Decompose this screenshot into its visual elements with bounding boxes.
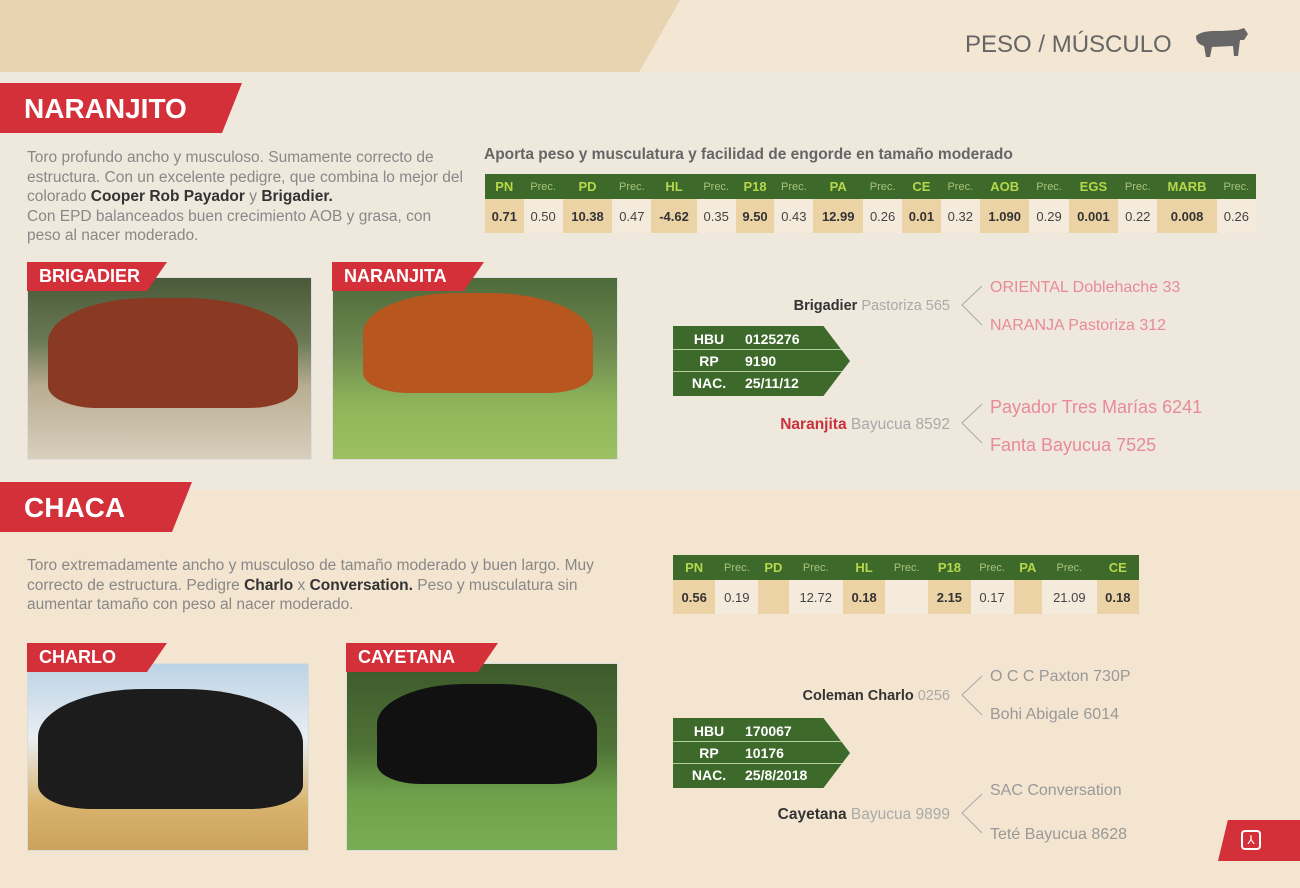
epd-header: HL xyxy=(651,174,697,199)
bull-icon xyxy=(1196,28,1248,57)
sire-chaca: Coleman Charlo 0256 xyxy=(802,688,950,704)
epd-value: 0.32 xyxy=(940,199,980,233)
logo-icon: ⅄ xyxy=(1241,830,1261,850)
epd-value: 0.008 xyxy=(1157,199,1217,233)
id-box-chaca: HBU 170067 RP 10176 NAC. 25/8/2018 xyxy=(673,718,850,788)
grandsire-dam: SAC Conversation xyxy=(990,782,1122,799)
epd-header: Prec. xyxy=(1118,174,1158,199)
epd-value: 0.35 xyxy=(696,199,736,233)
epd-header: Prec. xyxy=(612,174,652,199)
epd-header: Prec. xyxy=(940,174,980,199)
epd-header: PA xyxy=(813,174,864,199)
description-naranjito: Toro profundo ancho y musculoso. Sumamen… xyxy=(27,149,463,244)
epd-value: 0.29 xyxy=(1029,199,1069,233)
epd-value: 0.43 xyxy=(774,199,814,233)
epd-value: 0.17 xyxy=(970,580,1014,614)
epd-value: 0.71 xyxy=(485,199,524,233)
pedigree-bracket xyxy=(961,403,983,444)
epd-header: Prec. xyxy=(885,555,929,580)
epd-value: 0.19 xyxy=(715,580,759,614)
epd-header: P18 xyxy=(928,555,971,580)
pedigree-bracket xyxy=(961,285,983,326)
epd-header: Prec. xyxy=(970,555,1014,580)
epd-value: 0.56 xyxy=(673,580,716,614)
header-accent xyxy=(0,0,680,72)
photo-brigadier xyxy=(27,277,312,460)
epd-header: PN xyxy=(485,174,524,199)
granddam-dam: Teté Bayucua 8628 xyxy=(990,826,1127,843)
dam-naranjito: Naranjita Bayucua 8592 xyxy=(780,416,950,433)
epd-header: Prec. xyxy=(1216,174,1256,199)
bull-name-chaca: CHACA xyxy=(0,482,192,532)
label-charlo: CHARLO xyxy=(27,643,167,672)
epd-header: PN xyxy=(673,555,716,580)
epd-value xyxy=(1013,580,1043,614)
epd-value: 10.38 xyxy=(562,199,613,233)
grandsire: O C C Paxton 730P xyxy=(990,668,1131,685)
description-chaca: Toro extremadamente ancho y musculoso de… xyxy=(27,557,594,613)
epd-value: -4.62 xyxy=(651,199,697,233)
granddam: NARANJA Pastoriza 312 xyxy=(990,317,1167,334)
epd-header: P18 xyxy=(735,174,775,199)
epd-header: MARB xyxy=(1157,174,1217,199)
epd-header: CE xyxy=(1096,555,1139,580)
epd-value: 2.15 xyxy=(928,580,971,614)
epd-value: 0.22 xyxy=(1118,199,1158,233)
grandsire-dam: Payador Tres Marías 6241 xyxy=(990,397,1203,417)
epd-value: 12.72 xyxy=(788,580,843,614)
epd-value: 9.50 xyxy=(735,199,775,233)
epd-header: PA xyxy=(1013,555,1043,580)
epd-header: AOB xyxy=(979,174,1030,199)
epd-table-chaca: PN Prec. PD Prec. HL Prec. P18 Prec. PA Prec. CE 0.… xyxy=(673,555,1139,614)
epd-value xyxy=(758,580,789,614)
epd-header: Prec. xyxy=(696,174,736,199)
grandsire: ORIENTAL Doblehache 33 xyxy=(990,279,1181,296)
epd-header: Prec. xyxy=(523,174,563,199)
sire-naranjito: Brigadier Pastoriza 565 xyxy=(793,298,950,314)
pedigree-bracket xyxy=(961,793,983,834)
epd-value: 0.50 xyxy=(523,199,563,233)
epd-value: 0.47 xyxy=(612,199,652,233)
photo-naranjita xyxy=(332,277,618,460)
photo-charlo xyxy=(27,663,309,851)
epd-header: Prec. xyxy=(774,174,814,199)
epd-value: 0.01 xyxy=(902,199,941,233)
id-box-naranjito: HBU 0125276 RP 9190 NAC. 25/11/12 xyxy=(673,326,850,396)
photo-cayetana xyxy=(346,663,618,851)
epd-header: Prec. xyxy=(863,174,903,199)
pedigree-bracket xyxy=(961,675,983,716)
epd-header: Prec. xyxy=(715,555,759,580)
label-naranjita: NARANJITA xyxy=(332,262,484,291)
section-title: PESO / MÚSCULO xyxy=(965,31,1172,58)
epd-header: CE xyxy=(902,174,941,199)
epd-value: 0.18 xyxy=(1096,580,1139,614)
epd-value: 0.001 xyxy=(1068,199,1119,233)
epd-header: Prec. xyxy=(1029,174,1069,199)
granddam: Bohi Abigale 6014 xyxy=(990,706,1119,723)
epd-value: 21.09 xyxy=(1042,580,1097,614)
epd-header: EGS xyxy=(1068,174,1119,199)
epd-table-naranjito: PN Prec. PD Prec. HL Prec. P18 Prec. PA Prec. CE Pr… xyxy=(485,174,1256,233)
dam-chaca: Cayetana Bayucua 9899 xyxy=(777,806,950,823)
bull-name-naranjito: NARANJITO xyxy=(0,83,242,133)
epd-header: HL xyxy=(842,555,886,580)
epd-value: 0.26 xyxy=(1216,199,1256,233)
epd-value: 1.090 xyxy=(979,199,1030,233)
logo-button[interactable]: ⅄ xyxy=(1218,820,1300,861)
epd-subtitle: Aporta peso y musculatura y facilidad de… xyxy=(484,146,1013,163)
epd-value: 12.99 xyxy=(813,199,864,233)
epd-header: PD xyxy=(562,174,613,199)
label-brigadier: BRIGADIER xyxy=(27,262,167,291)
label-cayetana: CAYETANA xyxy=(346,643,498,672)
epd-header: Prec. xyxy=(788,555,843,580)
epd-header: Prec. xyxy=(1042,555,1097,580)
granddam-dam: Fanta Bayucua 7525 xyxy=(990,435,1157,455)
epd-value: 0.26 xyxy=(863,199,903,233)
epd-value: 0.18 xyxy=(842,580,886,614)
epd-header: PD xyxy=(758,555,789,580)
epd-value xyxy=(885,580,929,614)
